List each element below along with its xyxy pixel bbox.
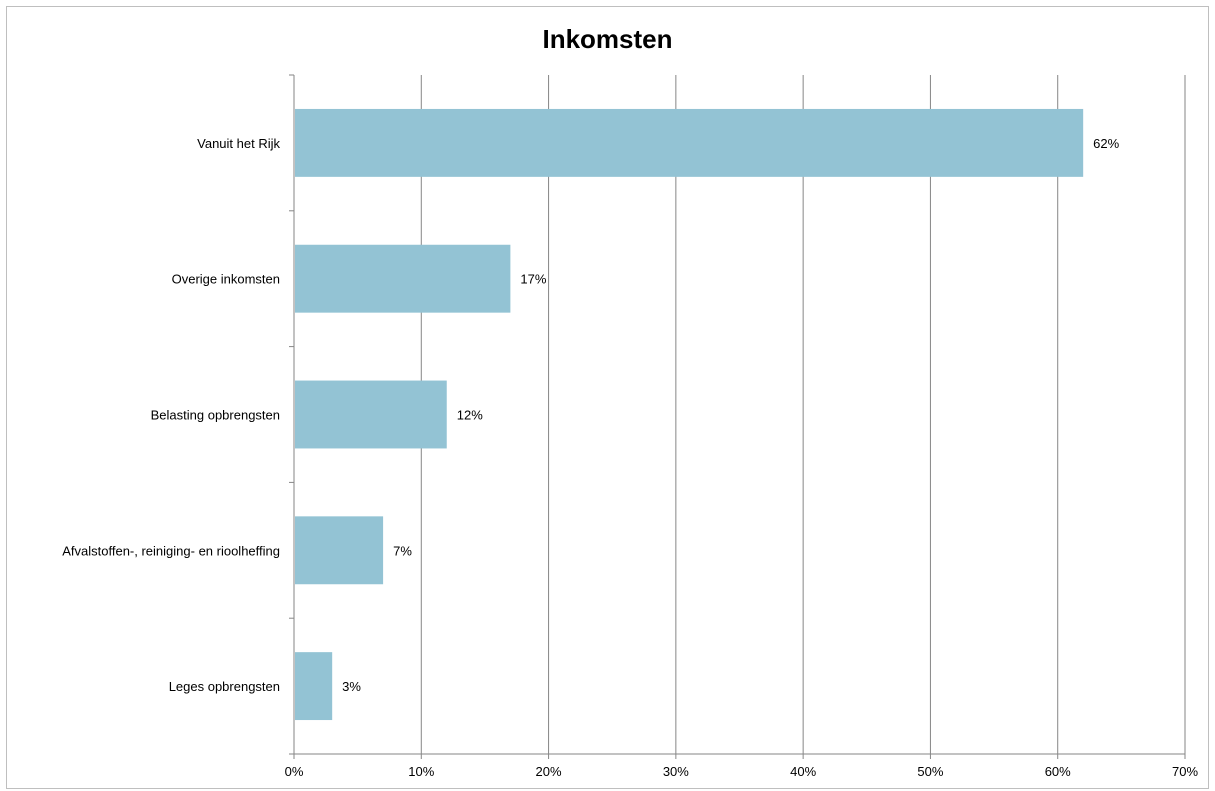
chart-title: Inkomsten — [542, 24, 673, 54]
bar — [295, 108, 1084, 177]
category-label: Afvalstoffen-, reiniging- en rioolheffin… — [62, 543, 280, 558]
x-tick-label: 60% — [1045, 764, 1071, 779]
x-tick-label: 70% — [1172, 764, 1198, 779]
bar — [295, 516, 384, 585]
x-tick-label: 20% — [536, 764, 562, 779]
x-tick-label: 10% — [408, 764, 434, 779]
data-label: 3% — [342, 679, 361, 694]
gridlines — [420, 75, 1186, 754]
bar — [295, 244, 511, 313]
category-label: Vanuit het Rijk — [197, 136, 280, 151]
category-label: Overige inkomsten — [172, 272, 280, 287]
data-label: 17% — [520, 272, 546, 287]
data-label: 62% — [1093, 136, 1119, 151]
x-tick-label: 40% — [790, 764, 816, 779]
bar — [295, 380, 447, 449]
bar — [295, 652, 333, 721]
x-tick-label: 50% — [917, 764, 943, 779]
x-tick-label: 30% — [663, 764, 689, 779]
x-tick-label: 0% — [285, 764, 304, 779]
category-label: Leges opbrengsten — [169, 679, 280, 694]
bars — [295, 108, 1084, 721]
labels: 0% 10% 20% 30% 40% 50% 60% 70% Vanuit het Rijk 62… — [62, 136, 1198, 779]
data-label: 12% — [457, 408, 483, 423]
data-label: 7% — [393, 543, 412, 558]
axes — [289, 74, 1186, 759]
category-label: Belasting opbrengsten — [151, 408, 280, 423]
